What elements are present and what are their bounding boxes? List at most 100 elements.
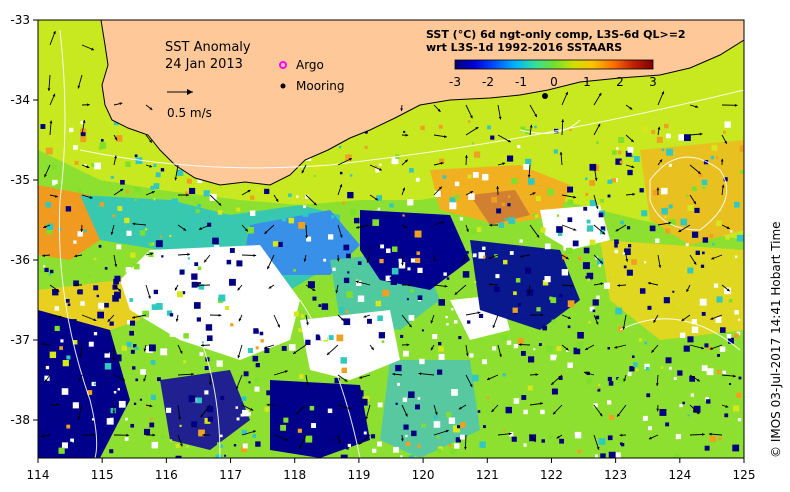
speckle bbox=[438, 346, 444, 352]
speckle bbox=[716, 296, 723, 303]
speckle bbox=[607, 346, 610, 350]
speckle bbox=[477, 410, 481, 413]
speckle bbox=[77, 188, 82, 193]
speckle bbox=[100, 139, 104, 142]
speckle bbox=[525, 158, 532, 166]
current-vector-head bbox=[540, 313, 544, 317]
speckle bbox=[436, 369, 443, 375]
speckle bbox=[586, 378, 593, 385]
speckle bbox=[445, 315, 448, 319]
speckle bbox=[288, 193, 292, 198]
speckle bbox=[608, 381, 614, 386]
speckle bbox=[59, 322, 64, 328]
speckle bbox=[616, 147, 619, 150]
speckle bbox=[243, 371, 249, 377]
speckle bbox=[134, 198, 137, 202]
speckle bbox=[421, 423, 426, 428]
current-vector-head bbox=[656, 408, 660, 412]
speckle bbox=[738, 318, 741, 321]
current-vector-head bbox=[41, 342, 45, 346]
current-vector-head bbox=[198, 227, 202, 230]
speckle bbox=[125, 161, 131, 168]
current-vector-head bbox=[617, 413, 620, 417]
current-vector-head bbox=[92, 433, 96, 437]
speckle bbox=[345, 310, 348, 314]
current-vector-head bbox=[112, 410, 116, 414]
speckle bbox=[678, 134, 685, 141]
speckle bbox=[691, 231, 699, 238]
current-vector-head bbox=[444, 284, 448, 288]
speckle bbox=[608, 414, 615, 421]
speckle bbox=[242, 409, 249, 417]
speckle bbox=[360, 398, 368, 406]
speckle bbox=[606, 400, 612, 405]
speckle bbox=[343, 277, 350, 284]
colorbar-tick-label: -2 bbox=[482, 75, 494, 89]
speckle bbox=[73, 240, 77, 244]
current-vector-head bbox=[693, 201, 696, 205]
current-vector-head bbox=[112, 358, 116, 361]
speckle bbox=[661, 207, 668, 215]
current-vector-head bbox=[303, 258, 307, 262]
speckle bbox=[58, 406, 62, 409]
current-vector-head bbox=[91, 47, 95, 51]
current-vector-head bbox=[247, 189, 251, 193]
speckle bbox=[318, 304, 322, 307]
speckle bbox=[177, 169, 184, 176]
yellow-patch-se bbox=[600, 240, 744, 340]
current-vector-head bbox=[149, 164, 153, 168]
speckle bbox=[126, 230, 132, 236]
current-vector-head bbox=[253, 254, 257, 257]
current-vector-head bbox=[149, 404, 153, 408]
speckle bbox=[65, 206, 72, 212]
speckle bbox=[559, 438, 564, 444]
speckle bbox=[734, 333, 739, 339]
speckle bbox=[125, 267, 132, 273]
speckle bbox=[666, 148, 674, 156]
current-vector-head bbox=[469, 384, 473, 388]
current-vector-head bbox=[619, 433, 623, 437]
current-vector-head bbox=[445, 429, 449, 433]
current-vector-head bbox=[143, 348, 147, 352]
speckle bbox=[739, 170, 744, 174]
current-vector-head bbox=[339, 234, 343, 238]
speckle bbox=[598, 212, 604, 218]
speckle bbox=[49, 269, 54, 274]
speckle bbox=[467, 320, 471, 324]
speckle bbox=[270, 318, 273, 322]
current-vector-head bbox=[464, 446, 467, 450]
current-vector-head bbox=[632, 192, 636, 196]
speckle bbox=[298, 328, 303, 333]
speckle bbox=[96, 409, 100, 413]
cool-anomaly-deep bbox=[380, 360, 480, 458]
speckle bbox=[727, 337, 734, 344]
current-vector-head bbox=[440, 161, 444, 165]
speckle bbox=[159, 235, 162, 238]
speckle bbox=[378, 332, 385, 339]
speckle bbox=[482, 425, 486, 429]
speckle bbox=[559, 294, 563, 298]
colorbar-tick-label: 2 bbox=[616, 75, 624, 89]
speckle bbox=[623, 265, 627, 269]
speckle bbox=[346, 446, 349, 450]
speckle bbox=[644, 341, 648, 345]
current-vector-head bbox=[489, 223, 492, 227]
current-vector-head bbox=[686, 288, 690, 292]
speckle bbox=[72, 402, 79, 409]
speckle bbox=[437, 341, 442, 346]
speckle bbox=[607, 435, 613, 441]
speckle bbox=[112, 284, 118, 290]
speckle bbox=[199, 352, 204, 357]
speckle bbox=[219, 444, 223, 448]
speckle bbox=[300, 314, 304, 318]
current-vector-head bbox=[237, 355, 241, 359]
speckle bbox=[343, 318, 351, 326]
current-vector-head bbox=[151, 191, 155, 194]
speckle bbox=[155, 302, 163, 310]
speckle bbox=[391, 267, 399, 275]
current-vector bbox=[177, 373, 194, 376]
speckle bbox=[513, 343, 519, 349]
speckle bbox=[389, 203, 394, 208]
speckle bbox=[608, 451, 616, 458]
warm-anomaly-east bbox=[640, 140, 744, 245]
